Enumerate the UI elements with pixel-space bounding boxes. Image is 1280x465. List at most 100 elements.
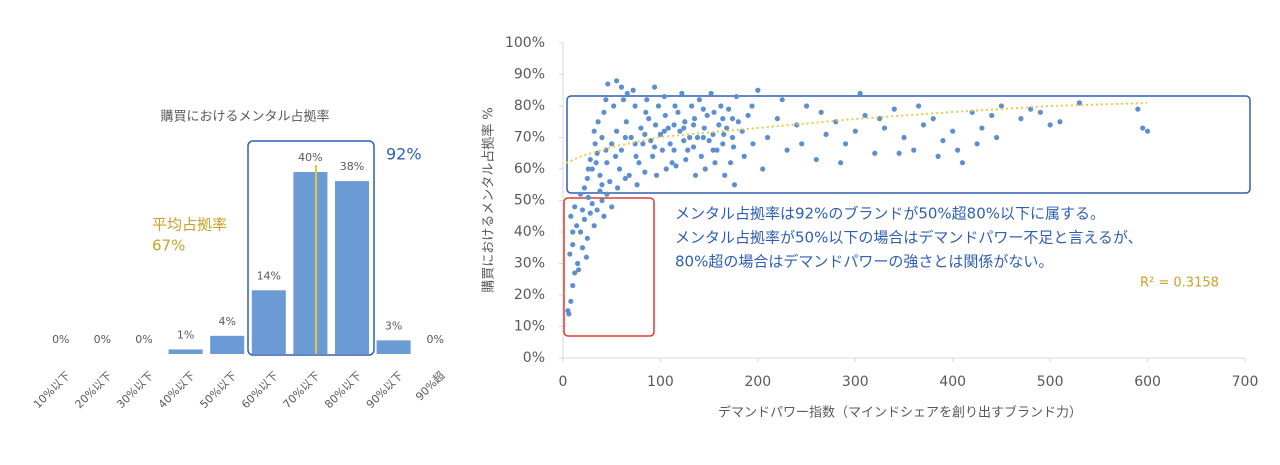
point (642, 131, 648, 137)
point (727, 160, 734, 166)
point (710, 131, 716, 137)
point (595, 119, 601, 125)
point (591, 223, 597, 229)
y-tick-label: 50% (514, 193, 545, 209)
value-label: 0% (94, 333, 111, 346)
point (620, 97, 627, 103)
mean-label: 平均占拠率 (152, 216, 227, 234)
point (568, 213, 574, 219)
point (954, 147, 961, 153)
point (813, 156, 819, 163)
point (587, 156, 593, 163)
y-axis-label: 購買におけるメンタル占拠率 % (481, 107, 497, 293)
point (682, 119, 688, 125)
point (593, 160, 599, 166)
point (741, 153, 747, 159)
point (583, 254, 589, 260)
point (633, 153, 639, 159)
point (650, 153, 656, 159)
point (599, 134, 605, 141)
point (720, 116, 726, 122)
point (575, 260, 581, 267)
point (702, 166, 708, 172)
point (628, 134, 634, 141)
point (677, 128, 683, 134)
point (604, 160, 610, 166)
point (646, 116, 652, 122)
point (581, 185, 588, 191)
point (989, 112, 995, 119)
y-tick-label: 60% (514, 161, 545, 177)
point (979, 125, 985, 131)
value-label: 4% (218, 315, 235, 328)
point (712, 160, 718, 166)
point (587, 210, 593, 216)
point (663, 166, 669, 172)
point (700, 134, 706, 141)
point (706, 138, 712, 144)
point (575, 267, 582, 273)
point (716, 122, 722, 128)
point (692, 172, 699, 178)
bar (335, 181, 369, 354)
point (613, 128, 620, 134)
x-tick-label: 40%以下 (156, 369, 198, 411)
point (862, 112, 868, 119)
point (626, 172, 632, 178)
point (601, 109, 607, 115)
y-tick-label: 100% (505, 35, 545, 51)
point (765, 134, 771, 141)
points (565, 78, 1151, 317)
x-tick-label: 200 (744, 374, 771, 390)
point (724, 125, 730, 131)
point (584, 235, 590, 241)
point (607, 179, 613, 185)
point (823, 131, 829, 137)
point (585, 194, 591, 200)
point (708, 90, 714, 96)
point (726, 106, 732, 112)
value-label: 40% (298, 151, 322, 164)
x-tick-label: 70%以下 (281, 369, 323, 411)
point (651, 144, 658, 150)
point (698, 153, 704, 159)
point (681, 138, 687, 144)
point (662, 112, 668, 119)
point (950, 128, 956, 134)
point (1140, 125, 1146, 131)
point (609, 204, 615, 210)
point (872, 150, 878, 156)
point (570, 242, 576, 248)
point (993, 134, 1000, 141)
point (669, 160, 675, 166)
point (665, 125, 671, 131)
point (901, 134, 907, 141)
x-tick-label: 400 (939, 374, 966, 390)
point (842, 141, 849, 147)
point (729, 116, 736, 122)
point (920, 122, 927, 128)
point (640, 141, 646, 147)
point (638, 125, 644, 131)
point (603, 97, 609, 103)
point (585, 166, 591, 172)
point (1144, 128, 1151, 134)
point (916, 103, 922, 109)
point (803, 103, 810, 109)
point (570, 282, 576, 289)
point (896, 150, 902, 156)
point (672, 103, 678, 109)
x-tick-label: 50%以下 (197, 369, 239, 411)
value-label: 0% (135, 333, 152, 346)
point (671, 147, 677, 153)
point (652, 122, 659, 128)
point (799, 141, 805, 147)
point (632, 103, 638, 109)
point (661, 93, 667, 100)
point (572, 270, 578, 276)
point (622, 134, 628, 141)
point (714, 147, 720, 153)
point (681, 125, 687, 131)
point (683, 156, 689, 163)
